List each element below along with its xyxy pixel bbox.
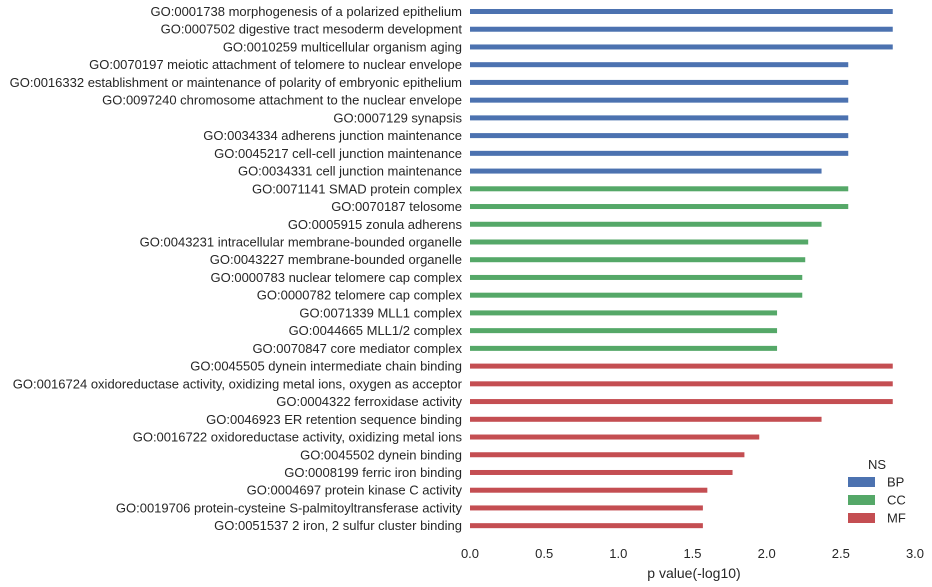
bar-bp	[470, 168, 822, 174]
x-tick-label: 0.0	[461, 546, 479, 561]
bar-cc	[470, 186, 849, 192]
bar-mf	[470, 381, 893, 387]
bar-bp	[470, 26, 893, 32]
x-axis-ticks: 0.0 0.5 1.0 1.5 2.0 2.5 3.0	[461, 546, 924, 561]
bar-cc	[470, 328, 778, 334]
bar-bp	[470, 150, 849, 156]
legend-label-cc: CC	[887, 493, 906, 508]
x-tick-label: 0.5	[535, 546, 553, 561]
category-label: GO:0016332 establishment or maintenance …	[10, 75, 462, 90]
legend-title: NS	[868, 457, 886, 472]
category-label: GO:0008199 ferric iron binding	[284, 465, 462, 480]
category-label: GO:0001738 morphogenesis of a polarized …	[151, 4, 462, 19]
x-axis-title: p value(-log10)	[647, 565, 740, 581]
x-tick-label: 1.0	[609, 546, 627, 561]
category-label: GO:0071339 MLL1 complex	[299, 305, 462, 320]
category-label: GO:0070187 telosome	[331, 199, 462, 214]
x-tick-label: 2.5	[832, 546, 850, 561]
category-label: GO:0034331 cell junction maintenance	[238, 164, 462, 179]
bar-cc	[470, 221, 822, 227]
category-label: GO:0045217 cell-cell junction maintenanc…	[214, 146, 462, 161]
legend-swatch-mf	[848, 513, 875, 523]
bar-cc	[470, 274, 803, 280]
bar-cc	[470, 292, 803, 298]
category-label: GO:0045505 dynein intermediate chain bin…	[190, 359, 462, 374]
category-label: GO:0016724 oxidoreductase activity, oxid…	[13, 376, 463, 391]
category-label: GO:0046923 ER retention sequence binding	[206, 412, 462, 427]
bar-mf	[470, 363, 893, 369]
category-label: GO:0004322 ferroxidase activity	[276, 394, 462, 409]
category-label: GO:0016722 oxidoreductase activity, oxid…	[133, 430, 463, 445]
bar-bp	[470, 79, 849, 85]
category-label: GO:0010259 multicellular organism aging	[223, 39, 462, 54]
bar-mf	[470, 469, 733, 475]
category-label: GO:0044665 MLL1/2 complex	[289, 323, 463, 338]
category-label: GO:0043227 membrane-bounded organelle	[210, 252, 462, 267]
category-label: GO:0097240 chromosome attachment to the …	[102, 93, 462, 108]
bar-cc	[470, 239, 809, 245]
x-tick-label: 1.5	[683, 546, 701, 561]
category-label: GO:0051537 2 iron, 2 sulfur cluster bind…	[214, 518, 462, 533]
category-label: GO:0045502 dynein binding	[300, 447, 462, 462]
bar-bp	[470, 115, 849, 121]
x-tick-label: 3.0	[906, 546, 924, 561]
bar-mf	[470, 399, 893, 405]
category-label: GO:0000782 telomere cap complex	[257, 288, 463, 303]
category-label: GO:0043231 intracellular membrane-bounde…	[140, 234, 462, 249]
bar-bp	[470, 62, 849, 68]
bar-mf	[470, 523, 703, 529]
category-label: GO:0070197 meiotic attachment of telomer…	[89, 57, 462, 72]
bar-mf	[470, 487, 708, 493]
bar-bp	[470, 97, 849, 103]
category-label: GO:0034334 adherens junction maintenance	[203, 128, 462, 143]
bar-cc	[470, 310, 778, 316]
legend-label-bp: BP	[887, 475, 904, 490]
bars	[470, 9, 893, 529]
bar-cc	[470, 204, 849, 210]
bar-mf	[470, 505, 703, 511]
legend-swatch-bp	[848, 477, 875, 487]
category-label: GO:0007129 synapsis	[333, 110, 462, 125]
category-label: GO:0007502 digestive tract mesoderm deve…	[161, 22, 463, 37]
bar-mf	[470, 452, 745, 458]
bar-bp	[470, 44, 893, 50]
bar-mf	[470, 434, 760, 440]
bar-cc	[470, 345, 778, 351]
bar-bp	[470, 9, 893, 14]
category-label: GO:0019706 protein-cysteine S-palmitoylt…	[116, 500, 463, 515]
bar-mf	[470, 416, 822, 422]
category-label: GO:0004697 protein kinase C activity	[247, 483, 463, 498]
category-label: GO:0000783 nuclear telomere cap complex	[211, 270, 463, 285]
x-tick-label: 2.0	[758, 546, 776, 561]
legend: NS BP CC MF	[848, 457, 906, 526]
category-label: GO:0070847 core mediator complex	[252, 341, 462, 356]
legend-swatch-cc	[848, 495, 875, 505]
bar-bp	[470, 133, 849, 139]
category-label: GO:0005915 zonula adherens	[288, 217, 463, 232]
category-label: GO:0071141 SMAD protein complex	[252, 181, 463, 196]
bar-cc	[470, 257, 806, 263]
category-labels: GO:0001738 morphogenesis of a polarized …	[10, 4, 463, 533]
legend-label-mf: MF	[887, 511, 906, 526]
